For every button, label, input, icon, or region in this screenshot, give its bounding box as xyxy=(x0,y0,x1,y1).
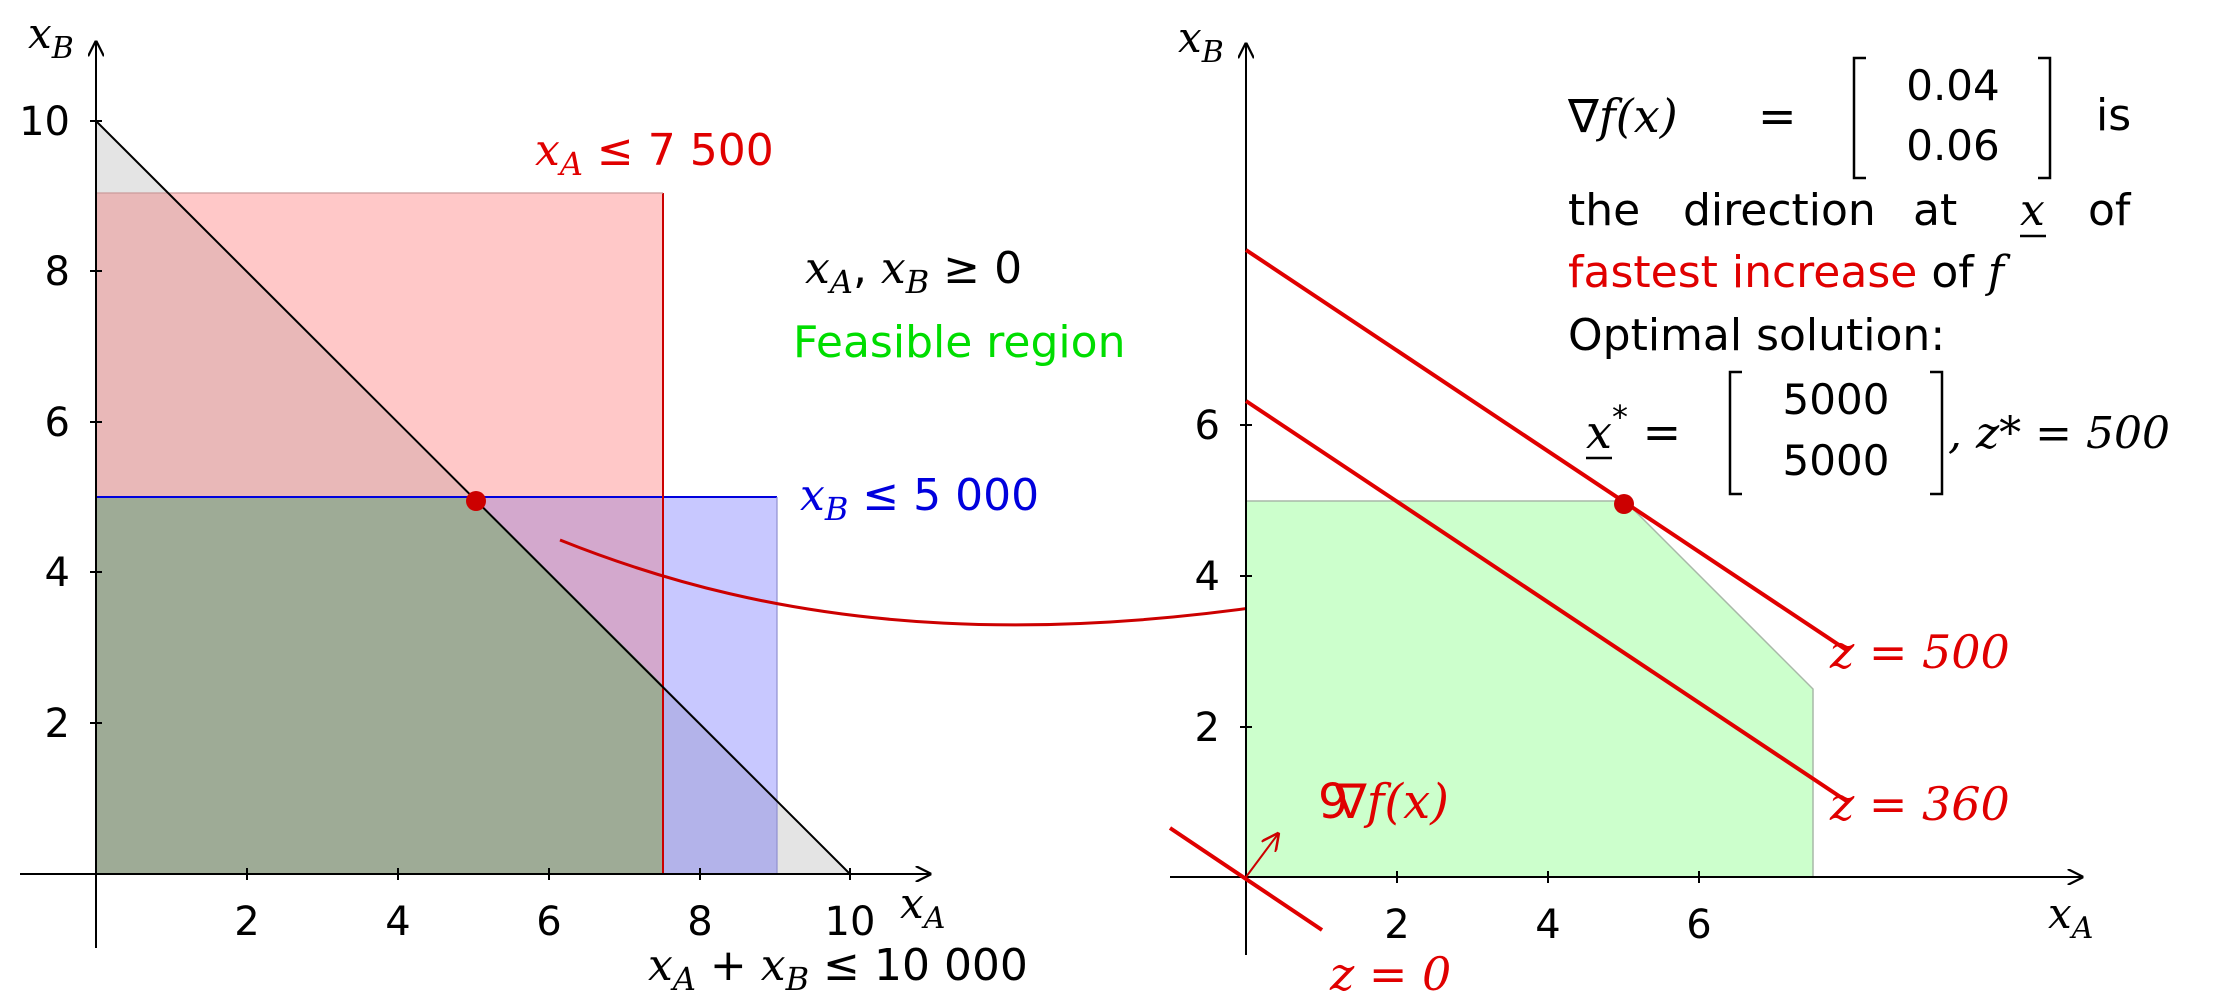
right-ticks xyxy=(1240,424,1700,883)
gradient-expression: ∇f(x) xyxy=(1567,89,1678,143)
word-at: at xyxy=(1913,185,1957,236)
solution-value-top: 5000 xyxy=(1783,375,1890,424)
tick-label: 6 xyxy=(45,400,70,446)
right-panel: 2 4 6 2 4 6 xA xB z = 500 z = 360 z = 0 … xyxy=(1168,13,2170,1000)
word-direction: direction xyxy=(1683,185,1876,236)
vector-bracket-left xyxy=(1852,56,1866,180)
optimal-solution-heading: Optimal solution: xyxy=(1568,310,1945,361)
tick-label: 6 xyxy=(536,899,561,945)
tick-label: 2 xyxy=(45,701,70,747)
tick-label: 6 xyxy=(1195,403,1220,449)
tick-label: 4 xyxy=(1535,902,1560,948)
right-y-axis-label: xB xyxy=(1178,13,1224,70)
xa-constraint-label: xA ≤ 7 500 xyxy=(535,125,774,183)
right-x-axis-label: xA xyxy=(2048,889,2093,946)
overlap-blue-grey xyxy=(663,685,777,874)
left-x-tick-labels: 2 4 6 8 10 xyxy=(234,899,875,945)
isoline-label-z-0: z = 0 xyxy=(1329,947,1451,1000)
word-of: of xyxy=(2088,185,2132,236)
tick-label: 10 xyxy=(825,899,876,945)
right-optimal-point xyxy=(1614,494,1634,514)
left-y-tick-labels: 2 4 6 8 10 xyxy=(19,99,70,747)
optimal-x-label: x* = xyxy=(1586,398,1681,459)
tick-label: 4 xyxy=(1195,554,1220,600)
vector-bracket-right xyxy=(2038,56,2052,180)
tick-label: 8 xyxy=(687,899,712,945)
gradient-value-bottom: 0.06 xyxy=(1906,121,2000,170)
tick-label: 10 xyxy=(19,99,70,145)
solution-value-bottom: 5000 xyxy=(1783,436,1890,485)
tick-label: 2 xyxy=(234,899,259,945)
equals-sign: = xyxy=(1758,89,1797,143)
word-is: is xyxy=(2096,90,2131,141)
tick-label: 8 xyxy=(45,249,70,295)
right-y-tick-labels: 2 4 6 xyxy=(1195,403,1220,751)
sum-constraint-label: xA + xB ≤ 10 000 xyxy=(648,940,1028,998)
overlap-red-grey xyxy=(96,193,474,497)
isoline-label-z-500: z = 500 xyxy=(1829,625,2010,679)
feasible-region-label: Feasible region xyxy=(793,317,1125,368)
word-the: the xyxy=(1568,185,1640,236)
gradient-explanation: ∇f(x) = 0.04 0.06 is the direction at x … xyxy=(1567,56,2170,496)
tick-label: 2 xyxy=(1195,705,1220,751)
left-optimal-point xyxy=(466,491,486,511)
left-panel: 2 4 6 8 10 2 4 6 8 10 xA xB xA ≤ 7 500 x… xyxy=(19,9,1125,998)
left-ticks xyxy=(90,120,851,880)
isoline-z-0 xyxy=(1168,826,1324,932)
right-x-tick-labels: 2 4 6 xyxy=(1384,902,1711,948)
isoline-label-z-360: z = 360 xyxy=(1829,777,2010,831)
gradient-value-top: 0.04 xyxy=(1906,61,2000,110)
gradient-label: 9∇f(x) xyxy=(1318,774,1449,830)
nonneg-constraint-label: xA, xB ≥ 0 xyxy=(805,243,1022,301)
tick-label: 4 xyxy=(45,550,70,596)
optimal-z-value: , z* = 500 xyxy=(1948,408,2170,459)
gradient-arrow xyxy=(1245,834,1278,878)
tick-label: 6 xyxy=(1686,902,1711,948)
isoline-z-500 xyxy=(1244,248,1850,653)
tick-label: 4 xyxy=(385,899,410,945)
isoline-z-360 xyxy=(1244,399,1850,804)
left-y-axis-label: xB xyxy=(28,9,74,66)
solution-bracket-left xyxy=(1728,370,1742,496)
left-x-axis-label: xA xyxy=(900,879,945,936)
solution-bracket-right xyxy=(1930,370,1944,496)
tick-label: 2 xyxy=(1384,902,1409,948)
vector-x: x xyxy=(2020,185,2045,236)
fastest-increase-line: fastest increase of f xyxy=(1568,247,2011,298)
feasible-core xyxy=(96,497,663,874)
xb-constraint-label: xB ≤ 5 000 xyxy=(800,470,1039,528)
